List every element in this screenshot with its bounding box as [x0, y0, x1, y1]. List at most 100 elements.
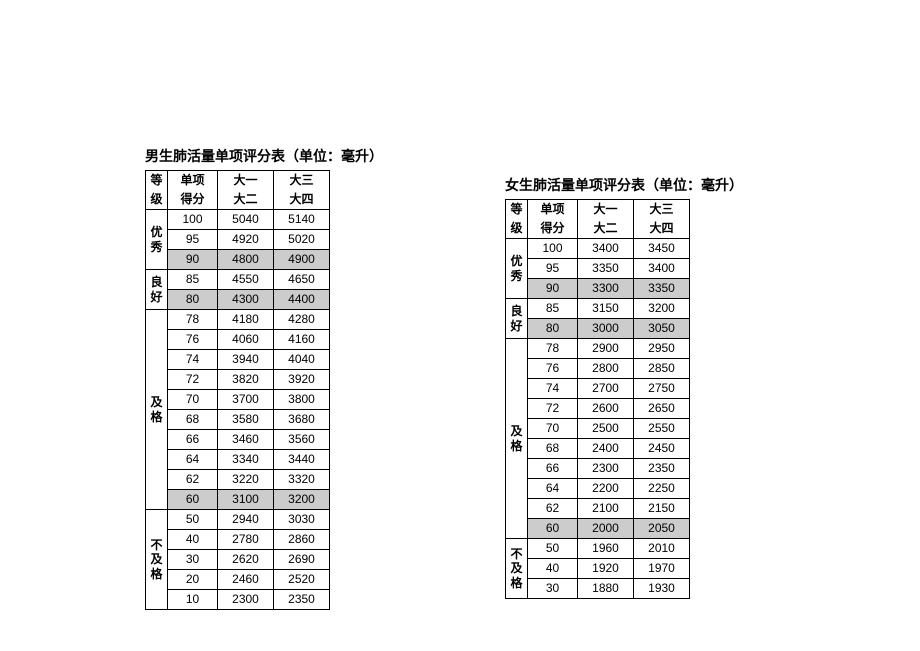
female-value-y34: 2010 [634, 539, 690, 559]
male-value-y12: 3100 [218, 490, 274, 510]
col-header-y12-line1: 大一 [578, 200, 634, 220]
col-header-grade-line2: 级 [146, 190, 168, 210]
male-value-y34: 3200 [274, 490, 330, 510]
table-row: 7025002550 [506, 419, 690, 439]
female-value-y12: 2600 [578, 399, 634, 419]
table-row: 6020002050 [506, 519, 690, 539]
male-value-y34: 3680 [274, 410, 330, 430]
female-value-y12: 2300 [578, 459, 634, 479]
male-value-y12: 3340 [218, 450, 274, 470]
col-header-y12-line2: 大二 [578, 219, 634, 239]
female-value-y34: 2450 [634, 439, 690, 459]
male-value-y12: 4920 [218, 230, 274, 250]
male-grade-pass: 及格 [146, 310, 168, 510]
male-value-y12: 4800 [218, 250, 274, 270]
female-value-y34: 2850 [634, 359, 690, 379]
male-value-y12: 3220 [218, 470, 274, 490]
male-value-y34: 4280 [274, 310, 330, 330]
male-value-y34: 5020 [274, 230, 330, 250]
table-row: 6031003200 [146, 490, 330, 510]
table-row: 7238203920 [146, 370, 330, 390]
male-grade-fail: 不及格 [146, 510, 168, 610]
male-score: 80 [168, 290, 218, 310]
male-value-y12: 3460 [218, 430, 274, 450]
col-header-grade-line2: 级 [506, 219, 528, 239]
col-header-grade-line1: 等 [146, 171, 168, 191]
female-value-y34: 2950 [634, 339, 690, 359]
male-value-y12: 5040 [218, 210, 274, 230]
female-score: 74 [528, 379, 578, 399]
table-row: 优秀10034003450 [506, 239, 690, 259]
male-value-y12: 2940 [218, 510, 274, 530]
female-value-y12: 2000 [578, 519, 634, 539]
male-value-y34: 3440 [274, 450, 330, 470]
table-row: 4019201970 [506, 559, 690, 579]
female-value-y34: 3200 [634, 299, 690, 319]
female-grade-fail: 不及格 [506, 539, 528, 599]
male-value-y34: 4160 [274, 330, 330, 350]
female-value-y12: 2700 [578, 379, 634, 399]
male-score: 76 [168, 330, 218, 350]
table-row: 7628002850 [506, 359, 690, 379]
male-score: 95 [168, 230, 218, 250]
table-row: 9033003350 [506, 279, 690, 299]
male-score: 70 [168, 390, 218, 410]
male-value-y12: 3580 [218, 410, 274, 430]
male-score: 100 [168, 210, 218, 230]
male-value-y12: 4550 [218, 270, 274, 290]
female-score: 90 [528, 279, 578, 299]
female-value-y34: 3050 [634, 319, 690, 339]
table-row: 良好8545504650 [146, 270, 330, 290]
col-header-y34-line2: 大四 [274, 190, 330, 210]
male-value-y12: 4180 [218, 310, 274, 330]
male-value-y12: 2620 [218, 550, 274, 570]
female-value-y12: 3350 [578, 259, 634, 279]
table-row: 6623002350 [506, 459, 690, 479]
male-value-y12: 3940 [218, 350, 274, 370]
female-value-y34: 2350 [634, 459, 690, 479]
female-value-y34: 2250 [634, 479, 690, 499]
female-value-y34: 1930 [634, 579, 690, 599]
female-score: 64 [528, 479, 578, 499]
male-value-y34: 4650 [274, 270, 330, 290]
female-value-y34: 3450 [634, 239, 690, 259]
table-row: 9048004900 [146, 250, 330, 270]
male-value-y12: 3820 [218, 370, 274, 390]
male-value-y34: 3800 [274, 390, 330, 410]
female-score: 68 [528, 439, 578, 459]
female-value-y34: 3350 [634, 279, 690, 299]
female-value-y34: 1970 [634, 559, 690, 579]
table-row: 不及格5019602010 [506, 539, 690, 559]
female-score: 85 [528, 299, 578, 319]
female-value-y12: 2900 [578, 339, 634, 359]
table-row: 6634603560 [146, 430, 330, 450]
male-score: 40 [168, 530, 218, 550]
table-row: 8030003050 [506, 319, 690, 339]
table-row: 9533503400 [506, 259, 690, 279]
table-row: 7439404040 [146, 350, 330, 370]
male-value-y34: 4400 [274, 290, 330, 310]
female-table-block: 女生肺活量单项评分表（单位：毫升） 等单项大一大三级得分大二大四优秀100340… [505, 175, 743, 599]
male-value-y34: 2520 [274, 570, 330, 590]
male-value-y12: 2460 [218, 570, 274, 590]
col-header-y12-line2: 大二 [218, 190, 274, 210]
female-score: 50 [528, 539, 578, 559]
col-header-score-line1: 单项 [528, 200, 578, 220]
table-row: 8043004400 [146, 290, 330, 310]
table-row: 6824002450 [506, 439, 690, 459]
male-value-y34: 3920 [274, 370, 330, 390]
female-score: 72 [528, 399, 578, 419]
female-value-y34: 2150 [634, 499, 690, 519]
male-value-y12: 3700 [218, 390, 274, 410]
female-value-y12: 2400 [578, 439, 634, 459]
female-value-y12: 1880 [578, 579, 634, 599]
table-row: 及格7841804280 [146, 310, 330, 330]
female-value-y12: 3300 [578, 279, 634, 299]
male-value-y12: 4060 [218, 330, 274, 350]
female-value-y34: 3400 [634, 259, 690, 279]
col-header-y34-line1: 大三 [634, 200, 690, 220]
table-row: 7640604160 [146, 330, 330, 350]
female-value-y34: 2750 [634, 379, 690, 399]
male-value-y34: 3560 [274, 430, 330, 450]
col-header-y34-line2: 大四 [634, 219, 690, 239]
